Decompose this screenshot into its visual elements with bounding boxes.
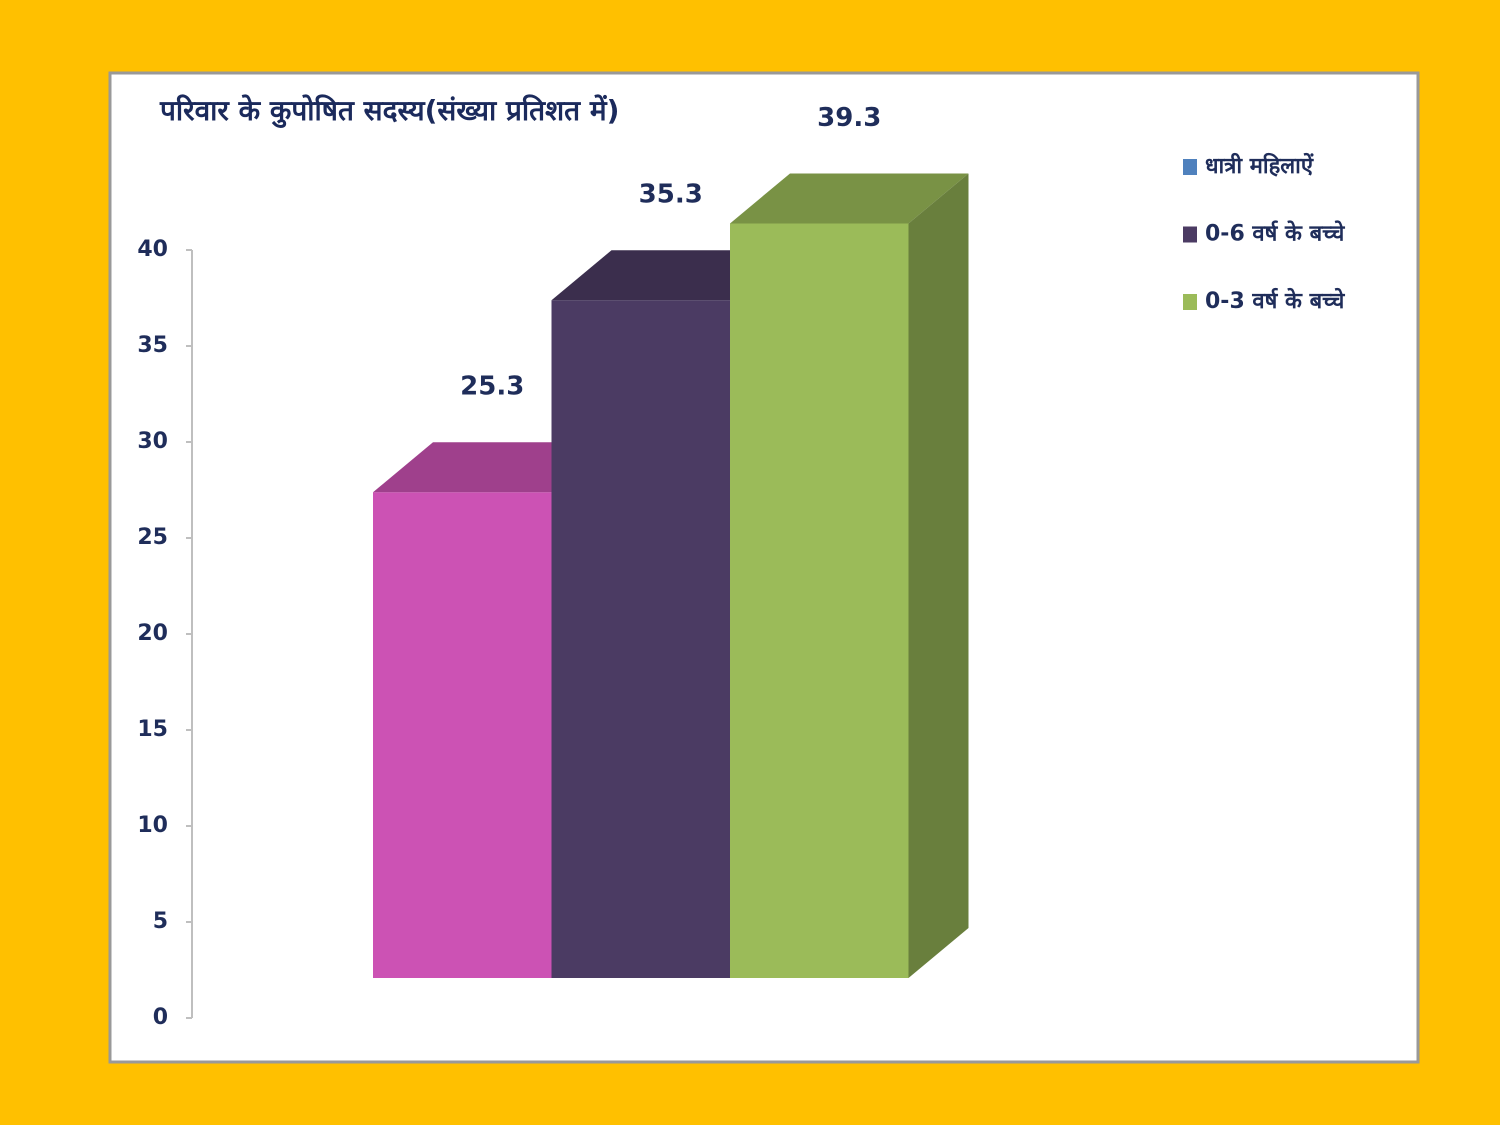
- legend-marker: [1183, 294, 1197, 310]
- value-label: 35.3: [639, 180, 703, 210]
- y-tick-label: 40: [137, 237, 168, 262]
- legend-label: धात्री महिलाऐं: [1205, 152, 1314, 179]
- y-tick-label: 15: [137, 717, 168, 742]
- y-tick-label: 10: [137, 813, 168, 838]
- value-label: 39.3: [817, 103, 881, 133]
- bar-top: [730, 173, 969, 224]
- y-tick-label: 20: [137, 621, 168, 646]
- bar-front: [373, 492, 552, 978]
- legend-label: 0-6 वर्ष के बच्चे: [1205, 220, 1345, 247]
- legend-marker: [1183, 159, 1197, 175]
- chart-title: परिवार के कुपोषित सदस्य(संख्या प्रतिशत म…: [159, 94, 619, 128]
- y-tick-label: 25: [137, 525, 168, 550]
- bar-front: [730, 223, 909, 978]
- value-label: 25.3: [460, 372, 524, 402]
- y-tick-label: 0: [153, 1005, 168, 1030]
- bar-front: [551, 300, 730, 978]
- legend-label: 0-3 वर्ष के बच्चे: [1205, 287, 1345, 314]
- y-tick-label: 30: [137, 429, 168, 454]
- bar-side: [908, 173, 969, 978]
- legend-marker: [1183, 226, 1197, 243]
- y-tick-label: 35: [137, 333, 168, 358]
- y-tick-label: 5: [153, 909, 168, 934]
